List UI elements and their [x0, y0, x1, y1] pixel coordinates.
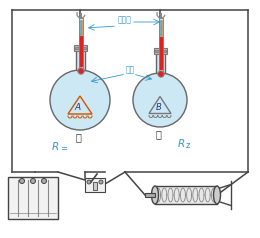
Circle shape	[99, 180, 103, 184]
Bar	[155, 186, 217, 204]
Circle shape	[30, 178, 36, 183]
Bar	[81, 20, 82, 35]
Ellipse shape	[213, 186, 220, 204]
Circle shape	[50, 70, 110, 130]
Bar	[8, 177, 58, 219]
Bar	[74, 45, 87, 51]
Bar	[75, 50, 84, 70]
Ellipse shape	[152, 186, 159, 204]
Circle shape	[78, 68, 84, 74]
Bar	[161, 20, 162, 36]
Text: 甲: 甲	[76, 132, 82, 142]
Circle shape	[42, 178, 47, 183]
Bar	[159, 18, 163, 71]
Bar	[80, 35, 82, 66]
Bar	[75, 47, 86, 49]
Bar	[93, 182, 97, 190]
Bar	[145, 193, 155, 197]
Text: A: A	[74, 103, 80, 112]
Bar	[155, 53, 165, 73]
Bar	[154, 50, 166, 52]
Text: 温度计: 温度计	[118, 15, 132, 24]
Bar	[80, 20, 81, 35]
Text: 乙: 乙	[156, 129, 162, 139]
Bar	[160, 37, 162, 69]
Bar	[153, 48, 166, 54]
Bar	[85, 178, 105, 192]
Text: R: R	[178, 139, 185, 149]
Text: =: =	[60, 144, 67, 153]
Circle shape	[87, 180, 91, 184]
Text: R: R	[52, 142, 59, 152]
Text: B: B	[156, 103, 162, 112]
Text: 煎油: 煎油	[126, 65, 135, 74]
Circle shape	[20, 178, 24, 183]
Circle shape	[158, 71, 164, 77]
Circle shape	[133, 73, 187, 127]
Bar	[79, 18, 83, 68]
Text: z: z	[186, 141, 190, 150]
Bar	[160, 20, 161, 36]
